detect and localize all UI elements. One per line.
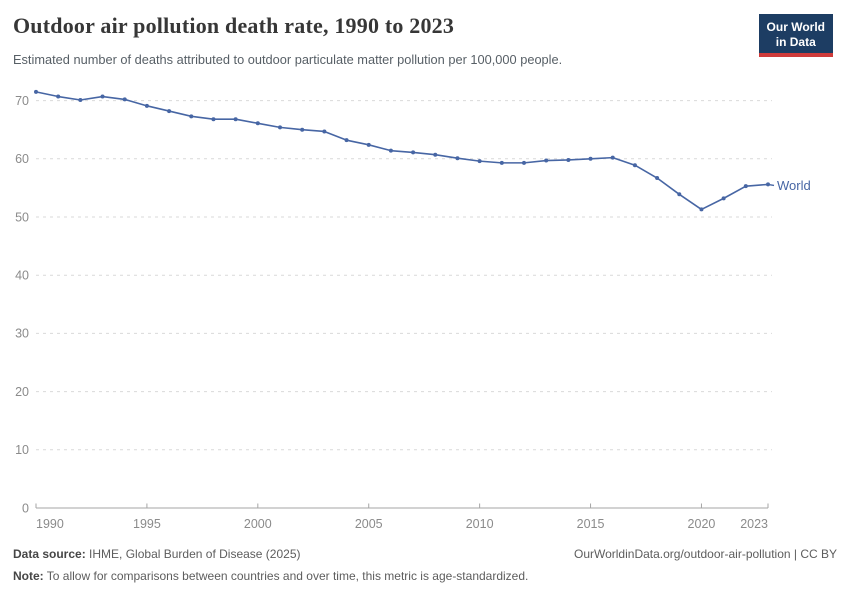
x-axis-tick-label: 2010 — [466, 517, 494, 531]
x-axis-tick-label: 2005 — [355, 517, 383, 531]
data-point[interactable] — [189, 114, 194, 119]
data-point[interactable] — [388, 148, 393, 153]
owid-logo-line1: Our World — [766, 20, 825, 34]
data-point[interactable] — [588, 156, 593, 161]
x-axis-tick-label: 2023 — [740, 517, 768, 531]
data-point[interactable] — [743, 184, 748, 189]
page-title: Outdoor air pollution death rate, 1990 t… — [13, 13, 455, 38]
data-points — [34, 89, 770, 212]
data-point[interactable] — [366, 142, 371, 147]
data-point[interactable] — [610, 155, 615, 160]
line-chart: 0 10 20 30 40 50 60 70 1990 1995 2000 2005 2010 2015 2… — [15, 89, 811, 531]
x-axis-tick-label: 1990 — [36, 517, 64, 531]
data-point[interactable] — [632, 163, 637, 168]
data-point[interactable] — [455, 156, 460, 161]
note-value: To allow for comparisons between countri… — [46, 569, 529, 583]
series-label-connector — [767, 183, 775, 187]
data-point[interactable] — [566, 157, 571, 162]
note-label: Note: — [13, 569, 44, 583]
data-point[interactable] — [766, 182, 770, 187]
chart-note: Note: To allow for comparisons between c… — [13, 569, 528, 583]
y-axis-tick-label: 40 — [15, 269, 29, 283]
y-axis-tick-label: 70 — [15, 94, 29, 108]
data-point[interactable] — [677, 192, 682, 197]
data-point[interactable] — [655, 176, 660, 181]
x-axis-tick-label: 1995 — [133, 517, 161, 531]
data-source-value: IHME, Global Burden of Disease (2025) — [89, 547, 301, 561]
data-series-line[interactable] — [35, 91, 769, 211]
data-point[interactable] — [300, 127, 305, 132]
data-point[interactable] — [211, 117, 216, 122]
series-end-label[interactable]: World — [777, 178, 811, 193]
data-point[interactable] — [167, 109, 172, 114]
data-point[interactable] — [233, 117, 238, 122]
y-axis-tick-label: 50 — [15, 210, 29, 224]
data-point[interactable] — [433, 152, 438, 157]
y-axis-labels: 0 10 20 30 40 50 60 70 — [15, 94, 29, 515]
data-point[interactable] — [499, 160, 504, 165]
data-point[interactable] — [34, 89, 38, 94]
owid-logo-line2: in Data — [775, 34, 816, 49]
data-point[interactable] — [56, 94, 61, 99]
x-axis-tick-label: 2020 — [688, 517, 716, 531]
x-axis-tick-label: 2015 — [577, 517, 605, 531]
data-point[interactable] — [522, 160, 526, 165]
data-source: Data source: IHME, Global Burden of Dise… — [13, 547, 300, 561]
data-point[interactable] — [122, 97, 127, 102]
owid-logo[interactable]: Our World in Data — [758, 14, 833, 58]
data-point[interactable] — [322, 129, 327, 134]
y-axis-tick-label: 20 — [15, 385, 29, 399]
data-point[interactable] — [100, 94, 105, 99]
x-axis: 1990 1995 2000 2005 2010 2015 2020 2023 — [35, 503, 769, 531]
data-point[interactable] — [278, 125, 282, 130]
data-point[interactable] — [411, 150, 416, 155]
data-point[interactable] — [255, 121, 260, 126]
y-axis-tick-label: 10 — [15, 443, 29, 457]
y-axis-tick-label: 30 — [15, 327, 29, 341]
y-axis-tick-label: 0 — [22, 501, 29, 515]
data-point[interactable] — [477, 159, 482, 164]
data-point[interactable] — [344, 138, 349, 143]
x-axis-tick-label: 2000 — [244, 517, 272, 531]
y-gridlines — [36, 100, 772, 451]
data-point[interactable] — [144, 103, 149, 108]
canonical-link: OurWorldinData.org/outdoor-air-pollution… — [573, 547, 837, 561]
chart-subtitle: Estimated number of deaths attributed to… — [13, 52, 563, 67]
data-point[interactable] — [721, 196, 726, 201]
data-point[interactable] — [544, 158, 549, 163]
data-point[interactable] — [78, 98, 83, 103]
data-point[interactable] — [699, 207, 704, 212]
y-axis-tick-label: 60 — [15, 152, 29, 166]
data-source-label: Data source: — [13, 547, 86, 561]
chart-footer: Data source: IHME, Global Burden of Dise… — [13, 547, 837, 591]
